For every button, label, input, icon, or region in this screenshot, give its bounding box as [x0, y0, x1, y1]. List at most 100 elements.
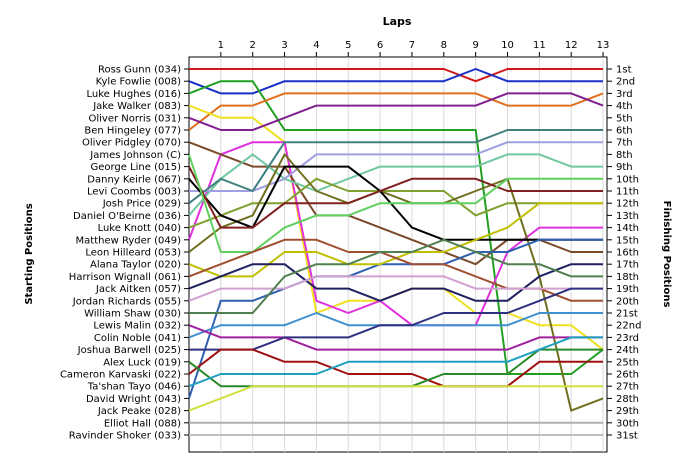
start-label: Alana Taylor (020): [90, 260, 181, 271]
finish-label: 11th: [616, 187, 639, 198]
finish-label: 22nd: [616, 321, 641, 332]
series-line: [188, 92, 604, 131]
series-line: [188, 348, 603, 388]
start-label: Levi Coombs (003): [87, 187, 181, 198]
finish-label: 31st: [616, 431, 638, 442]
lap-tick-label: 7: [409, 40, 415, 51]
start-label: Elliot Hall (088): [104, 418, 181, 429]
lap-tick-label: 2: [250, 40, 256, 51]
finish-label: 18th: [616, 272, 639, 283]
start-label: George Line (015): [90, 162, 181, 173]
y-axis-left-label: Starting Positions: [24, 203, 35, 304]
start-label: Oliver Norris (031): [89, 113, 182, 124]
finish-label: 26th: [616, 370, 639, 381]
series-line: [188, 154, 603, 253]
finish-label: 15th: [616, 235, 639, 246]
lap-tick-label: 4: [313, 40, 319, 51]
finish-label: 19th: [616, 284, 639, 295]
start-label: Luke Hughes (016): [87, 89, 182, 100]
finish-labels: 1st2nd3rd4th5th6th7th8th9th10th11th12th1…: [607, 65, 641, 442]
series-line: [188, 153, 604, 412]
start-label: Ta'shan Tayo (046): [87, 382, 181, 393]
start-label: Kyle Fowlie (008): [96, 77, 181, 88]
series-line: [188, 165, 603, 241]
plot-area: [188, 56, 608, 453]
finish-label: 13th: [616, 211, 639, 222]
finish-label: 6th: [616, 126, 633, 137]
lap-tick-label: 12: [565, 40, 578, 51]
finish-label: 16th: [616, 248, 639, 259]
start-label: Oliver Pidgley (070): [82, 138, 181, 149]
start-label: Ben Hingeley (077): [84, 126, 181, 137]
finish-label: 14th: [616, 223, 639, 234]
start-label: Alex Luck (019): [103, 357, 181, 368]
start-label: Jake Walker (083): [92, 101, 181, 112]
series-line: [188, 166, 603, 229]
finish-label: 10th: [616, 174, 639, 185]
series-line: [189, 287, 603, 351]
finish-label: 9th: [616, 162, 633, 173]
start-labels: Ross Gunn (034)Kyle Fowlie (008)Luke Hug…: [60, 65, 189, 442]
lap-tick-label: 3: [281, 40, 287, 51]
series-line: [188, 238, 603, 399]
start-label: James Johnson (C): [89, 150, 181, 161]
series-line: [188, 129, 603, 204]
start-label: Harrison Wignall (061): [69, 272, 181, 283]
series-line: [188, 336, 603, 388]
finish-label: 21st: [616, 309, 638, 320]
start-label: Jordan Richards (055): [72, 296, 181, 307]
finish-label: 4th: [616, 101, 633, 112]
series-line: [188, 153, 603, 217]
series-line: [188, 275, 603, 302]
series-line: [188, 92, 604, 131]
series-line: [188, 263, 603, 302]
lap-tick-label: 9: [472, 40, 478, 51]
start-label: Ross Gunn (034): [98, 65, 181, 76]
start-label: Lewis Malin (032): [93, 321, 181, 332]
finish-label: 28th: [616, 394, 639, 405]
finish-label: 17th: [616, 260, 639, 271]
series-line: [188, 385, 603, 412]
finish-label: 25th: [616, 357, 639, 368]
lap-tick-label: 5: [345, 40, 351, 51]
start-label: Leon Hilleard (053): [85, 248, 181, 259]
lap-tick-label: 6: [377, 40, 383, 51]
lap-tick-label: 13: [597, 40, 610, 51]
series-line: [189, 238, 603, 314]
finish-label: 29th: [616, 406, 639, 417]
lap-tick-label: 10: [501, 40, 514, 51]
start-label: Josh Price (029): [102, 199, 181, 210]
series-lines: [188, 68, 604, 436]
finish-label: 2nd: [616, 77, 635, 88]
series-line: [188, 68, 603, 95]
series-line: [188, 141, 603, 327]
lap-tick-label: 1: [218, 40, 224, 51]
start-label: Daniel O'Beirne (036): [73, 211, 181, 222]
lap-tick-label: 8: [441, 40, 447, 51]
start-label: William Shaw (030): [84, 309, 181, 320]
start-label: Jack Aitken (057): [95, 284, 181, 295]
start-label: Colin Noble (041): [94, 333, 181, 344]
lap-tick-label: 11: [533, 40, 546, 51]
start-label: David Wright (043): [86, 394, 181, 405]
start-label: Luke Knott (040): [98, 223, 182, 234]
lap-ticks: 1 2 3 4 5 6 7 8 9 10 11 12 13: [218, 40, 610, 57]
start-label: Cameron Karvaski (022): [60, 370, 181, 381]
finish-label: 7th: [616, 138, 633, 149]
finish-label: 30th: [616, 418, 639, 429]
finish-label: 27th: [616, 382, 639, 393]
start-label: Ravinder Shoker (033): [69, 431, 181, 442]
finish-label: 12th: [616, 199, 639, 210]
finish-label: 8th: [616, 150, 633, 161]
finish-label: 24th: [616, 345, 639, 356]
finish-label: 3rd: [616, 89, 633, 100]
series-line: [189, 141, 603, 192]
start-label: Matthew Ryder (049): [76, 235, 182, 246]
finish-label: 23rd: [616, 333, 639, 344]
start-label: Danny Keirle (067): [87, 174, 181, 185]
finish-label: 1st: [616, 65, 632, 76]
start-label: Jack Peake (028): [97, 406, 181, 417]
start-label: Joshua Barwell (025): [77, 345, 181, 356]
series-line: [188, 324, 603, 351]
